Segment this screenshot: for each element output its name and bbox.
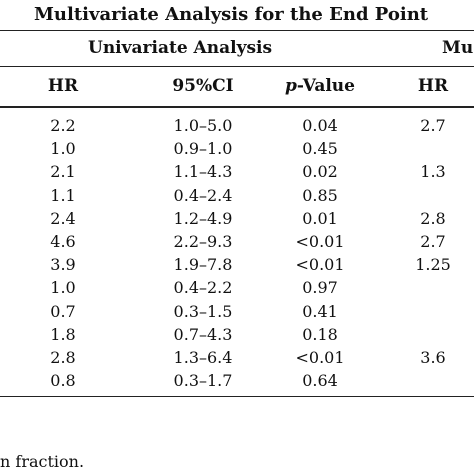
hr-cell: 1.1 [50, 185, 76, 205]
p-value-cell: 0.85 [302, 185, 338, 205]
p-value-cell: 0.02 [302, 162, 338, 182]
multivariate-hr-cell: 3.6 [420, 347, 446, 367]
p-value-cell: <0.01 [295, 255, 345, 275]
ci-cell: 0.3–1.5 [173, 301, 233, 321]
univariate-group-header: Univariate Analysis [88, 38, 273, 58]
p-value-cell: 0.18 [302, 324, 338, 344]
hr-cell: 0.7 [50, 301, 76, 321]
p-value-cell: 0.64 [302, 371, 338, 391]
table-row: 2.8 1.3–6.4 <0.01 3.6 [0, 346, 474, 369]
ci-cell: 2.2–9.3 [173, 231, 233, 251]
multivariate-group-header: Mu [442, 38, 474, 58]
hr-cell: 0.8 [50, 371, 76, 391]
table-row: 0.7 0.3–1.5 0.41 [0, 300, 474, 323]
table-row: 3.9 1.9–7.8 <0.01 1.25 [0, 253, 474, 276]
table-row: 1.8 0.7–4.3 0.18 [0, 323, 474, 346]
hr-cell: 2.4 [50, 208, 76, 228]
p-value-cell: 0.41 [302, 301, 338, 321]
ci-cell: 0.3–1.7 [173, 371, 233, 391]
p-value-cell: 0.01 [302, 208, 338, 228]
table-body: 2.2 1.0–5.0 0.04 2.7 1.0 0.9–1.0 0.45 2.1 1.1–4.… [0, 114, 474, 392]
hr-cell: 2.2 [50, 116, 76, 135]
table-row: 1.0 0.4–2.2 0.97 [0, 276, 474, 299]
table-row: 2.2 1.0–5.0 0.04 2.7 [0, 114, 474, 137]
p-value-cell: 0.04 [302, 116, 338, 135]
table-row: 0.8 0.3–1.7 0.64 [0, 369, 474, 392]
hr-cell: 2.8 [50, 347, 76, 367]
column-header-95ci: 95%CI [172, 76, 234, 96]
ci-cell: 1.2–4.9 [173, 208, 233, 228]
multivariate-hr-cell: 2.7 [420, 116, 446, 135]
table-row: 1.0 0.9–1.0 0.45 [0, 137, 474, 160]
p-value-cell: <0.01 [295, 231, 345, 251]
table-row: 4.6 2.2–9.3 <0.01 2.7 [0, 230, 474, 253]
column-header-p-value: p-Value [260, 76, 380, 96]
p-value-cell: 0.45 [302, 139, 338, 159]
bottom-rule [0, 396, 474, 397]
hr-cell: 4.6 [50, 231, 76, 251]
hr-cell: 1.0 [50, 139, 76, 159]
p-value-cell: 0.97 [302, 278, 338, 298]
footnote: n fraction. [0, 452, 85, 471]
ci-cell: 1.9–7.8 [173, 255, 233, 275]
table-row: 1.1 0.4–2.4 0.85 [0, 184, 474, 207]
table-row: 2.1 1.1–4.3 0.02 1.3 [0, 160, 474, 183]
header-bottom-rule [0, 106, 474, 108]
hr-cell: 3.9 [50, 255, 76, 275]
hr-cell: 2.1 [50, 162, 76, 182]
ci-cell: 1.3–6.4 [173, 347, 233, 367]
hr-cell: 1.0 [50, 278, 76, 298]
table-title: Multivariate Analysis for the End Point [34, 4, 429, 25]
p-italic: p [285, 76, 297, 96]
hr-cell: 1.8 [50, 324, 76, 344]
multivariate-hr-cell: 1.3 [420, 162, 446, 182]
p-value-cell: <0.01 [295, 347, 345, 367]
p-value-suffix: -Value [296, 76, 355, 96]
multivariate-hr-cell: 1.25 [415, 255, 451, 275]
multivariate-hr-cell: 2.7 [420, 231, 446, 251]
multivariate-hr-cell: 2.8 [420, 208, 446, 228]
column-header-hr: HR [47, 76, 79, 96]
table-row: 2.4 1.2–4.9 0.01 2.8 [0, 207, 474, 230]
ci-cell: 0.4–2.4 [173, 185, 233, 205]
top-rule [0, 30, 474, 31]
group-header-rule [0, 66, 474, 67]
ci-cell: 0.4–2.2 [173, 278, 233, 298]
ci-cell: 1.1–4.3 [173, 162, 233, 182]
ci-cell: 1.0–5.0 [173, 116, 233, 135]
ci-cell: 0.7–4.3 [173, 324, 233, 344]
column-header-multivariate-hr: HR [417, 76, 449, 96]
ci-cell: 0.9–1.0 [173, 139, 233, 159]
